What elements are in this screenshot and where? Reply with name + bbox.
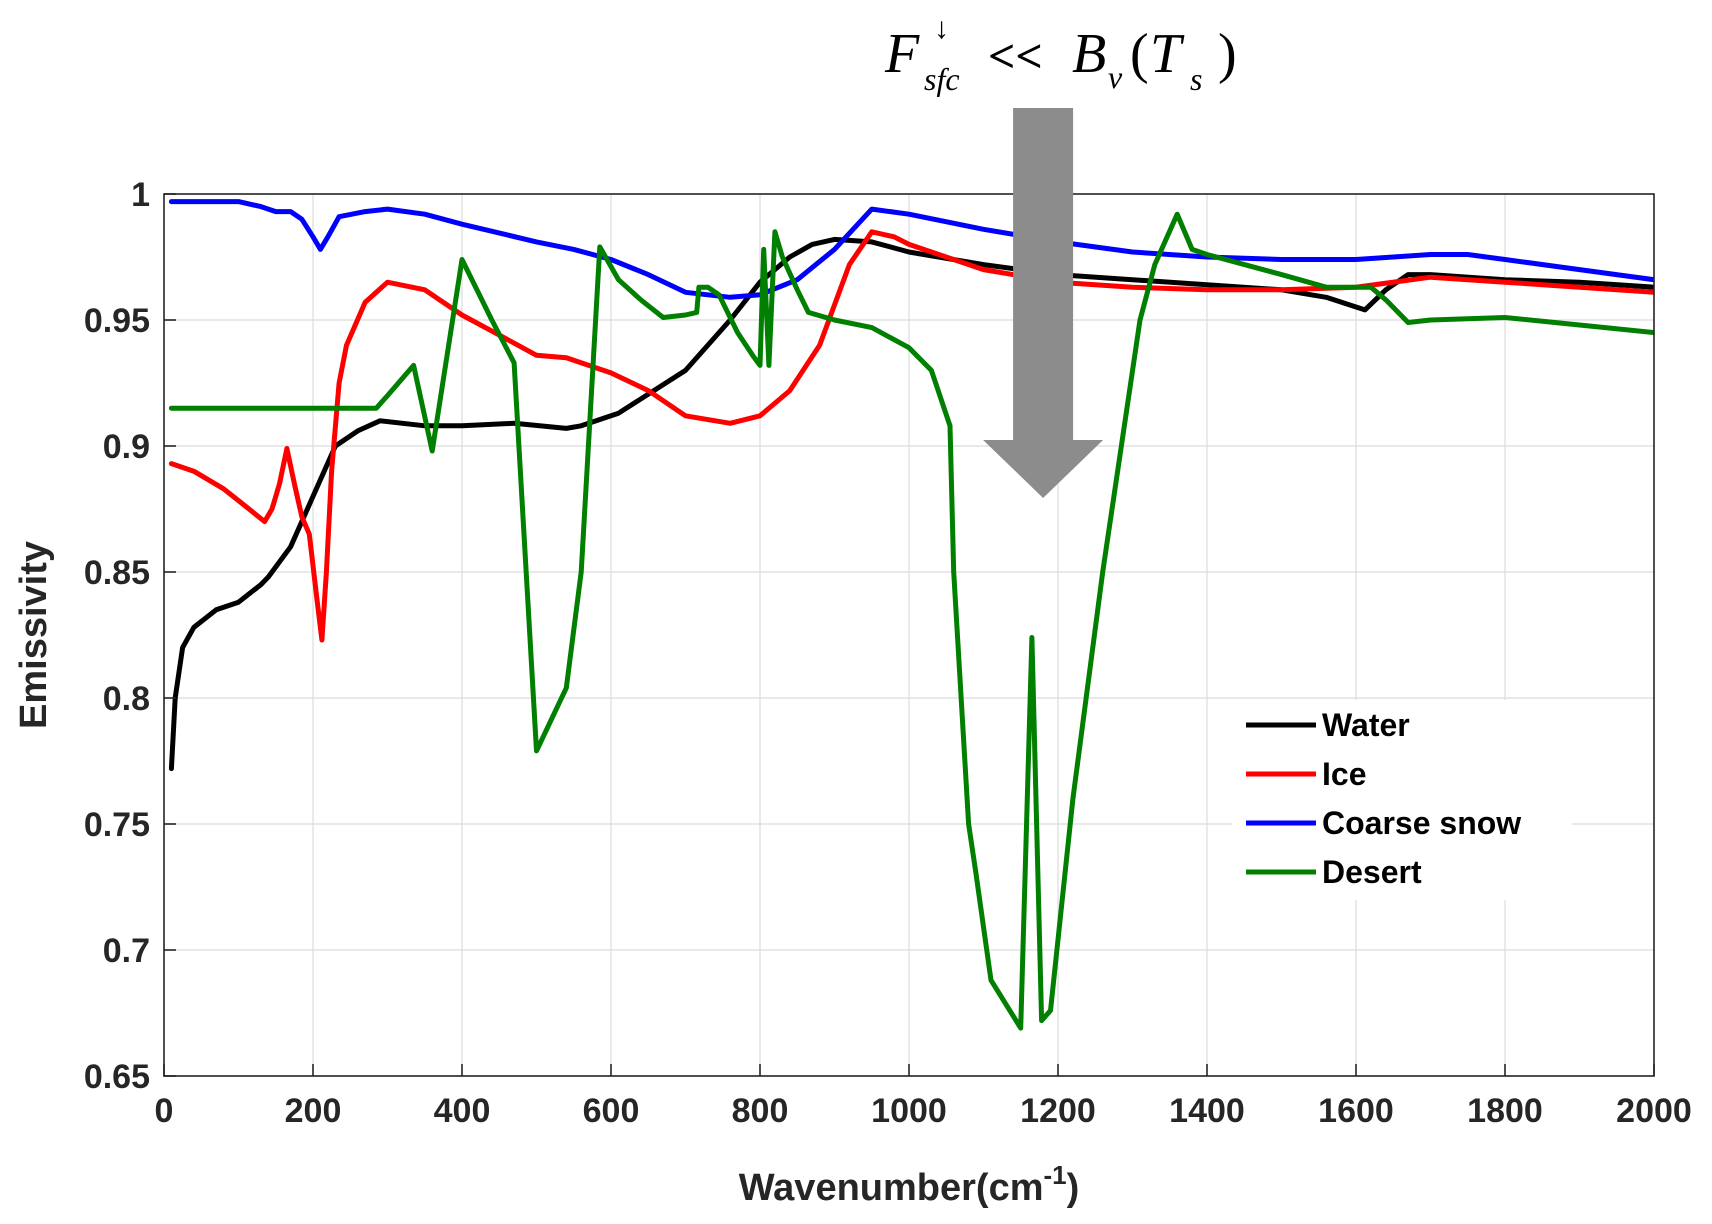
annotation-B-sub: v — [1108, 59, 1123, 95]
legend-label-water: Water — [1322, 707, 1410, 743]
annotation-F: F — [884, 23, 920, 85]
annotation-arrow — [983, 108, 1104, 498]
annotation-T-sub: s — [1190, 61, 1202, 97]
annotation-much-less: << — [988, 30, 1043, 83]
x-tick-label: 2000 — [1616, 1092, 1692, 1130]
y-tick-label: 0.85 — [84, 554, 150, 592]
x-tick-label: 400 — [434, 1092, 491, 1130]
x-tick-label: 1400 — [1169, 1092, 1245, 1130]
legend-label-ice: Ice — [1322, 756, 1366, 792]
annotation-formula: F ↓ sfc << B v ( T s ) — [884, 12, 1237, 97]
annotation-T: T — [1150, 23, 1185, 85]
x-axis-label-main: Wavenumber(cm — [739, 1167, 1044, 1209]
annotation-paren-close: ) — [1218, 23, 1237, 85]
legend-label-desert: Desert — [1322, 854, 1422, 890]
legend-label-coarse-snow: Coarse snow — [1322, 805, 1521, 841]
legend-box — [1232, 700, 1572, 900]
series-line-desert — [168, 211, 1654, 1031]
x-tick-label: 1000 — [871, 1092, 947, 1130]
y-axis-label: Emissivity — [13, 541, 55, 729]
x-tick-label: 0 — [155, 1092, 174, 1130]
x-tick-label: 1200 — [1020, 1092, 1096, 1130]
y-tick-label: 0.9 — [103, 428, 150, 466]
series-line-water — [168, 236, 1654, 772]
y-tick-label: 0.8 — [103, 680, 150, 718]
x-tick-label: 1600 — [1318, 1092, 1394, 1130]
x-tick-label: 1800 — [1467, 1092, 1543, 1130]
annotation-B: B — [1072, 23, 1106, 85]
annotation-F-sub: sfc — [924, 61, 960, 97]
x-tick-label: 600 — [583, 1092, 640, 1130]
annotation-F-sup: ↓ — [934, 12, 949, 45]
x-tick-label: 200 — [285, 1092, 342, 1130]
y-tick-label: 0.75 — [84, 806, 150, 844]
series-line-coarse-snow — [168, 199, 1654, 300]
series-line-ice — [168, 229, 1654, 643]
x-axis-label-sup: -1 — [1044, 1160, 1067, 1190]
legend: Water Ice Coarse snow Desert — [1232, 700, 1572, 900]
ticks: 0 200 400 600 800 1000 1200 1400 1600 1800 2000 0.6… — [84, 176, 1692, 1130]
x-tick-label: 800 — [732, 1092, 789, 1130]
y-tick-label: 0.65 — [84, 1058, 150, 1096]
y-tick-label: 0.7 — [103, 932, 150, 970]
x-axis-label: Wavenumber(cm-1) — [739, 1160, 1080, 1209]
annotation-paren-open: ( — [1130, 23, 1149, 85]
y-tick-label: 1 — [131, 176, 150, 214]
y-tick-label: 0.95 — [84, 302, 150, 340]
x-axis-label-close: ) — [1067, 1167, 1080, 1209]
series-lines — [168, 199, 1654, 1031]
